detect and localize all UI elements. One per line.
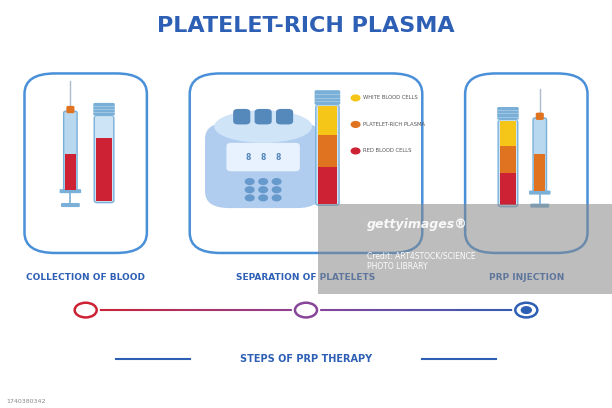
- Text: Credit: ART4STOCK/SCIENCE
PHOTO LIBRARY: Credit: ART4STOCK/SCIENCE PHOTO LIBRARY: [367, 251, 476, 271]
- FancyBboxPatch shape: [316, 105, 339, 205]
- Circle shape: [351, 122, 360, 127]
- Circle shape: [259, 195, 267, 201]
- FancyBboxPatch shape: [65, 154, 76, 190]
- FancyBboxPatch shape: [498, 120, 518, 207]
- Circle shape: [272, 179, 281, 184]
- FancyBboxPatch shape: [276, 109, 293, 124]
- FancyBboxPatch shape: [233, 109, 250, 124]
- Text: 8: 8: [276, 153, 281, 162]
- Circle shape: [72, 301, 99, 319]
- FancyBboxPatch shape: [318, 167, 337, 204]
- Ellipse shape: [214, 110, 312, 143]
- FancyBboxPatch shape: [500, 173, 516, 206]
- FancyBboxPatch shape: [529, 191, 551, 195]
- FancyBboxPatch shape: [318, 135, 337, 167]
- Circle shape: [293, 301, 319, 319]
- FancyBboxPatch shape: [465, 73, 588, 253]
- FancyBboxPatch shape: [190, 73, 422, 253]
- FancyBboxPatch shape: [318, 106, 337, 135]
- FancyBboxPatch shape: [226, 143, 300, 171]
- FancyBboxPatch shape: [96, 138, 112, 202]
- FancyBboxPatch shape: [255, 109, 272, 124]
- Text: RED BLOOD CELLS: RED BLOOD CELLS: [363, 149, 411, 153]
- Circle shape: [513, 301, 540, 319]
- Text: PLATELET-RICH PLASMA: PLATELET-RICH PLASMA: [363, 122, 425, 127]
- Text: WHITE BLOOD CELLS: WHITE BLOOD CELLS: [363, 95, 417, 100]
- Bar: [318, 204, 612, 294]
- Text: PLATELET-RICH PLASMA: PLATELET-RICH PLASMA: [157, 16, 455, 36]
- Circle shape: [272, 195, 281, 201]
- FancyBboxPatch shape: [66, 106, 75, 113]
- Circle shape: [245, 187, 254, 193]
- Text: 8: 8: [245, 153, 250, 162]
- Circle shape: [351, 95, 360, 101]
- Circle shape: [521, 307, 531, 313]
- FancyBboxPatch shape: [205, 122, 321, 208]
- FancyBboxPatch shape: [93, 103, 115, 115]
- FancyBboxPatch shape: [497, 107, 519, 120]
- FancyBboxPatch shape: [94, 115, 114, 203]
- Text: STEPS OF PRP THERAPY: STEPS OF PRP THERAPY: [240, 354, 372, 364]
- Circle shape: [245, 179, 254, 184]
- Text: 1740380342: 1740380342: [6, 399, 46, 404]
- FancyBboxPatch shape: [536, 113, 544, 120]
- Text: PRP INJECTION: PRP INJECTION: [488, 273, 564, 282]
- FancyBboxPatch shape: [534, 154, 545, 191]
- Circle shape: [272, 187, 281, 193]
- Text: 8: 8: [261, 153, 266, 162]
- Text: COLLECTION OF BLOOD: COLLECTION OF BLOOD: [26, 273, 145, 282]
- Circle shape: [351, 148, 360, 154]
- FancyBboxPatch shape: [531, 204, 549, 208]
- FancyBboxPatch shape: [61, 203, 80, 207]
- FancyBboxPatch shape: [24, 73, 147, 253]
- Circle shape: [259, 179, 267, 184]
- Circle shape: [245, 195, 254, 201]
- FancyBboxPatch shape: [500, 146, 516, 173]
- FancyBboxPatch shape: [533, 118, 547, 192]
- Text: gettyimages®: gettyimages®: [367, 218, 468, 231]
- FancyBboxPatch shape: [500, 121, 516, 146]
- FancyBboxPatch shape: [59, 189, 81, 193]
- FancyBboxPatch shape: [315, 90, 340, 105]
- Circle shape: [259, 187, 267, 193]
- Text: SEPARATION OF PLATELETS: SEPARATION OF PLATELETS: [236, 273, 376, 282]
- FancyBboxPatch shape: [64, 111, 77, 191]
